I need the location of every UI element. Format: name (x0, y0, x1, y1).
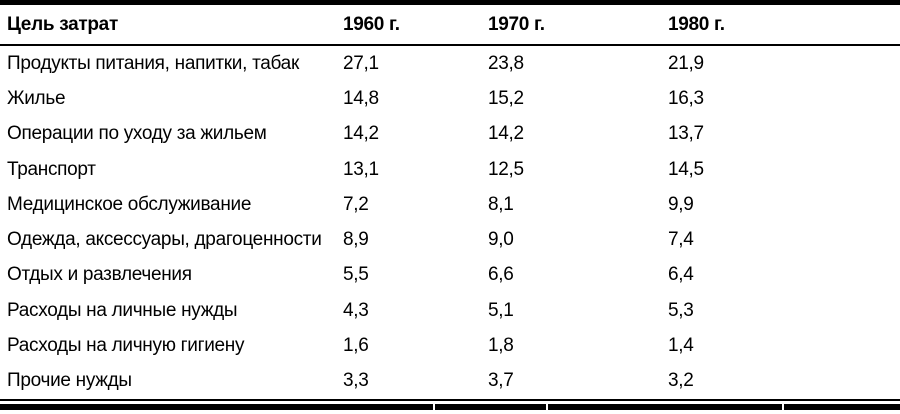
rule-segment (435, 403, 546, 410)
table-row: Расходы на личную гигиену 1,6 1,8 1,4 (0, 328, 900, 363)
cell-value: 14,2 (488, 123, 524, 145)
cell-value: 8,9 (343, 229, 369, 251)
cell-value: 21,9 (668, 52, 704, 74)
row-label: Расходы на личные нужды (7, 299, 238, 321)
bottom-double-rule (0, 403, 900, 410)
expenses-table: Цель затрат 1960 г. 1970 г. 1980 г. Прод… (0, 0, 900, 401)
table-row: Одежда, аксессуары, драгоценности 8,9 9,… (0, 222, 900, 257)
cell-value: 9,0 (488, 229, 514, 251)
cell-value: 3,3 (336, 363, 481, 401)
row-label: Одежда, аксессуары, драгоценности (7, 229, 322, 251)
cell-value: 7,2 (343, 193, 369, 215)
cell-value: 7,4 (668, 229, 694, 251)
cell-value: 1,8 (488, 335, 514, 357)
cell-value: 12,5 (488, 158, 524, 180)
table-row: Медицинское обслуживание 7,2 8,1 9,9 (0, 187, 900, 222)
rule-segment (784, 403, 900, 410)
cell-value: 16,3 (668, 87, 704, 109)
cell-value: 5,3 (668, 299, 694, 321)
cell-value: 13,1 (343, 158, 379, 180)
cell-value: 5,5 (343, 264, 369, 286)
row-label: Транспорт (7, 158, 96, 180)
cell-value: 14,2 (343, 123, 379, 145)
cell-value: 15,2 (488, 87, 524, 109)
cell-value: 23,8 (488, 52, 524, 74)
cell-value: 14,5 (668, 158, 704, 180)
table-row: Транспорт 13,1 12,5 14,5 (0, 152, 900, 187)
row-label: Отдых и развлечения (7, 264, 192, 286)
column-header-1980: 1980 г. (661, 0, 900, 46)
row-label: Медицинское обслуживание (7, 193, 252, 215)
header-row: Цель затрат 1960 г. 1970 г. 1980 г. (0, 0, 900, 46)
cell-value: 6,6 (488, 264, 514, 286)
table-row: Отдых и развлечения 5,5 6,6 6,4 (0, 258, 900, 293)
cell-value: 13,7 (668, 123, 704, 145)
cell-value: 3,2 (661, 363, 900, 401)
table-row: Продукты питания, напитки, табак 27,1 23… (0, 45, 900, 81)
cell-value: 9,9 (668, 193, 694, 215)
row-label: Операции по уходу за жильем (7, 123, 267, 145)
column-header-category: Цель затрат (0, 0, 336, 46)
table-header: Цель затрат 1960 г. 1970 г. 1980 г. (0, 0, 900, 46)
table-body: Продукты питания, напитки, табак 27,1 23… (0, 45, 900, 401)
cell-value: 8,1 (488, 193, 514, 215)
cell-value: 1,4 (668, 335, 694, 357)
row-label: Жилье (7, 87, 66, 109)
cell-value: 27,1 (343, 52, 379, 74)
cell-value: 3,7 (481, 363, 661, 401)
column-header-1970: 1970 г. (481, 0, 661, 46)
cell-value: 14,8 (343, 87, 379, 109)
table-row: Расходы на личные нужды 4,3 5,1 5,3 (0, 293, 900, 328)
table-row: Операции по уходу за жильем 14,2 14,2 13… (0, 117, 900, 152)
row-label: Продукты питания, напитки, табак (7, 52, 299, 74)
row-label: Расходы на личную гигиену (7, 335, 245, 357)
cell-value: 6,4 (668, 264, 694, 286)
rule-segment (548, 403, 782, 410)
rule-segment (0, 403, 433, 410)
column-header-1960: 1960 г. (336, 0, 481, 46)
table-row: Прочие нужды 3,3 3,7 3,2 (0, 363, 900, 401)
cell-value: 1,6 (343, 335, 369, 357)
row-label: Прочие нужды (0, 363, 336, 401)
cell-value: 5,1 (488, 299, 514, 321)
table-row: Жилье 14,8 15,2 16,3 (0, 81, 900, 116)
cell-value: 4,3 (343, 299, 369, 321)
